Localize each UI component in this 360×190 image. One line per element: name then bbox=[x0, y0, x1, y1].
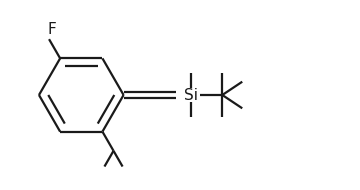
Text: Si: Si bbox=[184, 88, 198, 102]
Text: F: F bbox=[47, 22, 56, 37]
